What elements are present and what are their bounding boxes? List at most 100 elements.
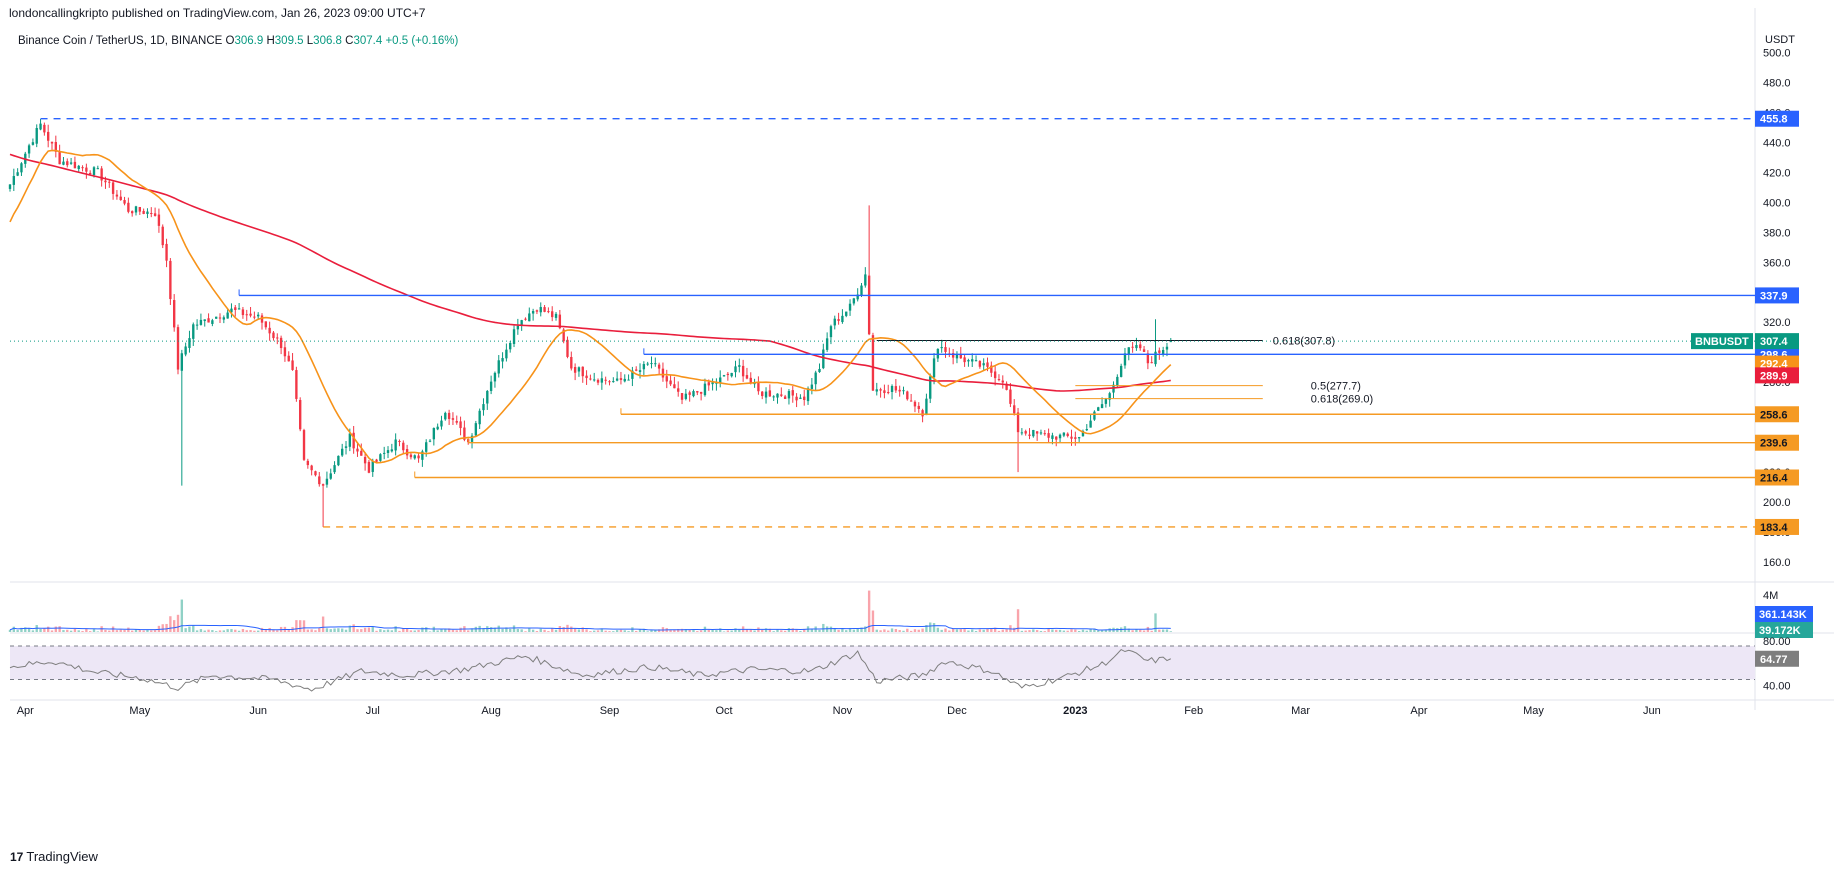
price-tag[interactable]: 289.9	[1755, 367, 1799, 384]
candle-body	[169, 260, 172, 300]
candle-body	[398, 440, 401, 442]
candle-body	[814, 372, 817, 385]
tradingview-logo-icon: 17	[10, 850, 24, 864]
candle-body	[180, 353, 184, 371]
candle-body	[783, 396, 787, 399]
candle-body	[741, 365, 745, 377]
candle-body	[570, 356, 573, 369]
volume-bar	[138, 629, 142, 632]
volume-bar	[146, 630, 149, 632]
candle-body	[451, 418, 455, 420]
candle-body	[829, 326, 833, 338]
candle-body	[325, 478, 329, 485]
volume-bar	[1142, 630, 1146, 632]
candle-body	[276, 337, 279, 339]
volume-bar	[829, 626, 833, 632]
fib-level-label: 0.618(269.0)	[1311, 394, 1373, 406]
volume-bar	[348, 625, 352, 632]
candle-body	[409, 454, 413, 458]
level-tag-label: 239.6	[1760, 438, 1788, 450]
volume-bar	[54, 626, 58, 632]
volume-bar	[444, 629, 447, 632]
volume-tag[interactable]: 361.143K	[1755, 606, 1813, 622]
candle-body	[497, 360, 500, 374]
candle-body	[955, 354, 959, 359]
candle-body	[906, 391, 909, 400]
price-tick-label: 360.0	[1763, 257, 1791, 269]
volume-bar	[673, 629, 676, 632]
volume-bar	[596, 630, 600, 632]
level-price-tag[interactable]: 337.9	[1755, 287, 1799, 304]
volume-bar	[211, 630, 214, 632]
open-label: O	[225, 35, 235, 47]
volume-bar	[1085, 630, 1088, 632]
volume-bar	[295, 620, 298, 632]
volume-tag-label: 361.143K	[1759, 609, 1807, 621]
candle-body	[596, 379, 600, 383]
candle-body	[509, 342, 512, 350]
volume-bar	[81, 630, 84, 632]
candle-body	[726, 373, 730, 376]
volume-bar	[1039, 630, 1043, 632]
volume-bar	[1024, 630, 1027, 632]
price-tick-label: 440.0	[1763, 137, 1791, 149]
candle-body	[1089, 420, 1092, 428]
rsi-level-label: 40.00	[1763, 680, 1791, 692]
candle-body	[440, 420, 443, 427]
candle-body	[745, 375, 749, 379]
volume-tag[interactable]: 39.172K	[1755, 622, 1813, 638]
volume-bar	[1016, 609, 1020, 632]
candle-body	[902, 390, 905, 392]
candle-body	[787, 391, 791, 399]
candle-body	[1058, 434, 1062, 439]
volume-bar	[898, 630, 901, 632]
symbol-title[interactable]: Binance Coin / TetherUS, 1D, BINANCE	[18, 35, 223, 47]
volume-bar	[89, 631, 92, 632]
candle-body	[608, 381, 611, 383]
candle-body	[520, 320, 523, 325]
candle-body	[806, 388, 810, 402]
price-tag-box	[1755, 333, 1799, 350]
volume-bar	[207, 629, 210, 632]
tradingview-brand[interactable]: 17 TradingView	[10, 849, 98, 864]
candle-body	[627, 379, 630, 381]
candle-body	[978, 361, 982, 367]
volume-bar	[1154, 613, 1157, 632]
volume-bar	[1066, 630, 1069, 632]
volume-bar	[405, 628, 409, 632]
candle-body	[997, 379, 1001, 381]
candle-body	[459, 421, 462, 429]
candle-body	[638, 370, 642, 372]
candle-body	[211, 320, 214, 324]
candle-body	[16, 172, 19, 176]
price-tick-label: 400.0	[1763, 197, 1791, 209]
level-price-tag[interactable]: 183.4	[1755, 518, 1799, 535]
candle-body	[241, 309, 245, 316]
level-price-tag[interactable]: 258.6	[1755, 406, 1799, 423]
candle-body	[753, 383, 756, 385]
volume-bar	[165, 623, 168, 632]
volume-bar	[360, 629, 363, 632]
candle-body	[1081, 431, 1085, 437]
volume-bar	[1127, 628, 1130, 632]
level-price-tag[interactable]: 455.8	[1755, 110, 1799, 127]
candle-body	[1085, 429, 1088, 431]
volume-bar	[142, 630, 145, 632]
rsi-tag-box	[1755, 650, 1799, 667]
price-tag[interactable]: BNBUSDT 307.4	[1691, 333, 1799, 350]
candle-body	[371, 460, 374, 472]
level-tag-box	[1755, 469, 1799, 486]
candle-body	[153, 213, 157, 216]
candle-body	[604, 379, 607, 381]
volume-bar	[1013, 627, 1016, 632]
level-price-tag[interactable]: 216.4	[1755, 469, 1799, 486]
rsi-value-tag[interactable]: 64.77	[1755, 650, 1799, 667]
candle-body	[1055, 436, 1058, 440]
level-price-tag[interactable]: 239.6	[1755, 434, 1799, 451]
candle-body	[199, 319, 203, 325]
volume-bar	[447, 628, 451, 632]
volume-bar	[848, 627, 852, 632]
volume-bar	[978, 629, 982, 632]
candle-body	[272, 332, 275, 339]
